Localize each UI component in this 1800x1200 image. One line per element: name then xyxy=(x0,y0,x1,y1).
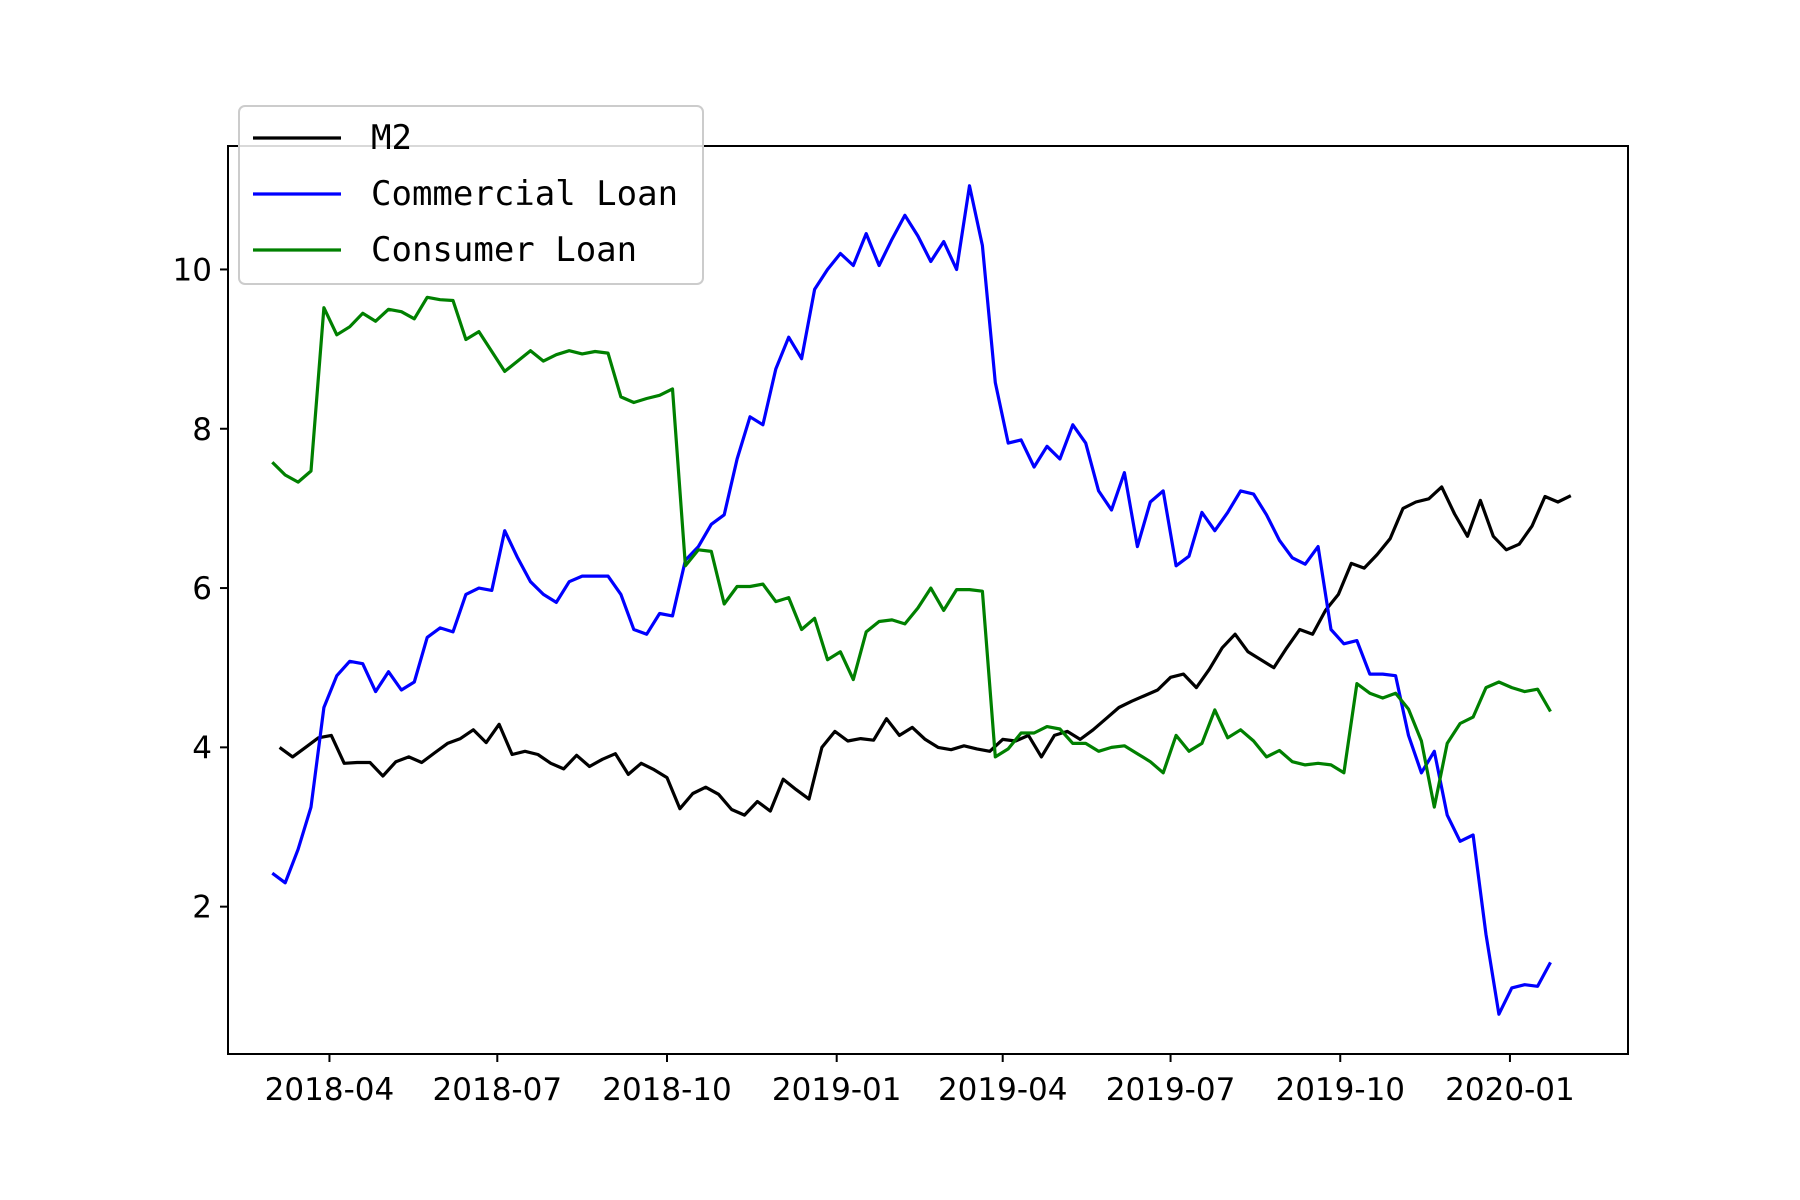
x-tick-label: 2018-04 xyxy=(265,1072,395,1108)
legend-label-commercial-loan: Commercial Loan xyxy=(371,174,678,214)
legend-label-consumer-loan: Consumer Loan xyxy=(371,230,637,270)
y-tick-label: 6 xyxy=(192,571,212,607)
series-layer xyxy=(271,184,1572,1016)
legend-box xyxy=(238,105,704,285)
plot-area-background xyxy=(228,146,1628,1054)
series-line-consumer-loan xyxy=(271,295,1552,809)
y-tick-label: 2 xyxy=(192,890,212,926)
x-tick-label: 2019-04 xyxy=(938,1072,1068,1108)
x-tick-label: 2020-01 xyxy=(1445,1072,1575,1108)
x-tick-label: 2018-10 xyxy=(602,1072,732,1108)
x-axis: 2018-04 2018-07 2018-10 2019-01 2019-04 2019-… xyxy=(265,1054,1575,1108)
y-tick-label: 10 xyxy=(173,252,212,288)
x-tick-label: 2019-01 xyxy=(772,1072,902,1108)
series-line-m2 xyxy=(278,485,1572,817)
series-line-commercial-loan xyxy=(271,184,1552,1016)
legend: M2 Commercial Loan Consumer Loan xyxy=(238,105,704,285)
x-tick-label: 2019-07 xyxy=(1106,1072,1236,1108)
plot-frame xyxy=(227,145,1629,1055)
legend-label-m2: M2 xyxy=(371,118,412,158)
y-axis: 2 4 6 8 10 xyxy=(173,252,228,926)
x-tick-label: 2018-07 xyxy=(433,1072,563,1108)
y-tick-label: 4 xyxy=(192,730,212,766)
x-tick-label: 2019-10 xyxy=(1275,1072,1405,1108)
y-tick-label: 8 xyxy=(192,412,212,448)
